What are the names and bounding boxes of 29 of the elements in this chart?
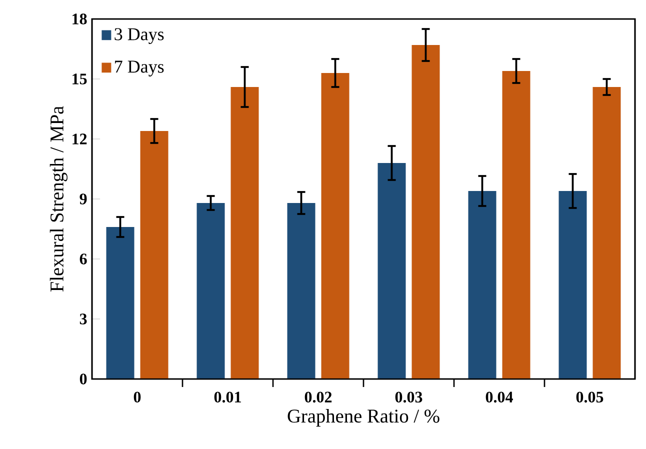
bar	[106, 226, 134, 379]
y-tick-label: 6	[80, 254, 87, 264]
bar	[502, 70, 530, 379]
bar	[321, 72, 350, 379]
bar	[140, 130, 168, 379]
x-tick-label: 0.02	[304, 392, 332, 403]
x-axis-title: Graphene Ratio / %	[288, 409, 440, 427]
legend-label: 3 Days	[114, 28, 164, 44]
y-tick-label: 12	[72, 134, 87, 144]
bar	[230, 86, 259, 379]
y-tick-label: 9	[80, 194, 87, 204]
x-tick-label: 0.04	[486, 392, 513, 403]
y-tick-label: 18	[72, 14, 87, 24]
y-tick-label: 0	[80, 374, 87, 384]
bar	[287, 202, 316, 379]
bar	[378, 162, 406, 379]
y-tick-label: 3	[80, 314, 87, 324]
bar	[558, 190, 587, 379]
x-tick-label: 0.01	[214, 392, 241, 403]
bar	[196, 202, 225, 379]
bar	[412, 44, 440, 379]
x-tick-label: 0	[134, 392, 141, 402]
y-tick-label: 15	[72, 74, 87, 84]
legend-label: 7 Days	[115, 60, 164, 76]
bar	[592, 86, 621, 379]
bar	[468, 190, 496, 379]
x-tick-label: 0.05	[576, 392, 604, 403]
y-axis-title: Flexural Strength / MPa	[50, 106, 68, 292]
x-tick-label: 0.03	[395, 392, 422, 403]
